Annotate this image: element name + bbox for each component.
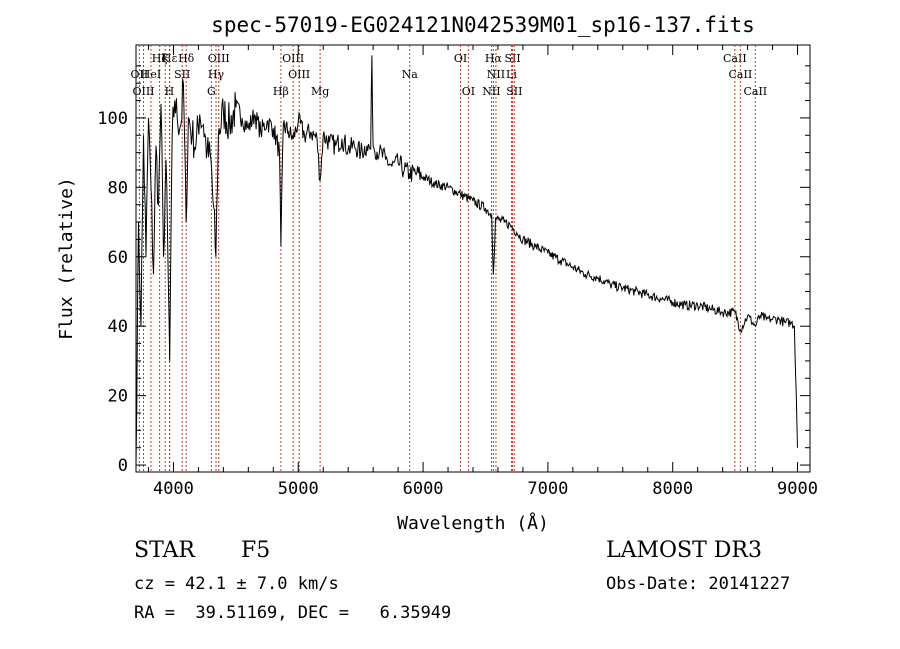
line-marker-label: OIII [132, 85, 154, 98]
line-marker-label: Hα [485, 52, 503, 65]
line-marker-label: SII [506, 85, 522, 98]
y-tick-label: 40 [108, 317, 128, 337]
coordinates: RA = 39.51169, DEC = 6.35949 [134, 603, 452, 623]
y-tick-label: 20 [108, 387, 128, 407]
line-marker-label: OIII [282, 52, 304, 65]
survey-name: LAMOST DR3 [606, 538, 762, 563]
line-marker-label: Li [506, 68, 517, 81]
y-tick-label: 100 [97, 109, 128, 129]
y-tick-label: 60 [108, 248, 128, 268]
line-marker-label: CaII [723, 52, 747, 65]
line-marker-label: K [161, 52, 170, 65]
line-marker-label: Na [402, 68, 419, 81]
line-marker-label: Mg [311, 85, 329, 98]
line-marker-label: CaII [743, 85, 767, 98]
x-tick-label: 8000 [652, 479, 693, 499]
line-marker-label: OIII [208, 52, 230, 65]
line-marker-label: G [207, 85, 216, 98]
line-marker-label: NII [482, 85, 500, 98]
line-marker-label: HeI [141, 68, 161, 81]
line-marker-label: Hγ [208, 68, 225, 81]
line-marker-label: SII [174, 68, 190, 81]
obs-date: Obs-Date: 20141227 [606, 574, 791, 594]
line-marker-label: Hβ [273, 85, 289, 98]
flux-line [135, 55, 798, 466]
line-marker-label: OI [454, 52, 467, 65]
line-marker-label: NII [487, 68, 505, 81]
line-marker-label: OI [462, 85, 475, 98]
line-marker-label: CaII [729, 68, 753, 81]
object-class: STAR [134, 538, 195, 563]
axes: 4000 5000 6000 7000 8000 9000 0 20 40 60 80 100 [97, 45, 818, 499]
plot-frame [135, 44, 811, 473]
y-axis-label: Flux (relative) [56, 177, 77, 340]
subclass: F5 [241, 538, 271, 563]
chart-title: spec-57019-EG024121N042539M01_sp16-137.f… [211, 13, 755, 37]
x-tick-label: 6000 [403, 479, 444, 499]
line-marker-label: H [165, 85, 175, 98]
line-marker-label: OIII [288, 68, 310, 81]
x-tick-label: 4000 [153, 479, 194, 499]
line-marker-label: Hδ [178, 52, 195, 65]
x-tick-label: 5000 [278, 479, 319, 499]
line-marker-label: Hζ [152, 52, 168, 65]
x-axis-label: Wavelength (Å) [397, 512, 549, 534]
line-marker-label: SII [504, 52, 520, 65]
x-tick-label: 7000 [527, 479, 568, 499]
x-tick-label: 9000 [777, 479, 818, 499]
y-tick-label: 80 [108, 178, 128, 198]
y-tick-label: 0 [118, 456, 128, 476]
redshift: cz = 42.1 ± 7.0 km/s [134, 574, 339, 594]
